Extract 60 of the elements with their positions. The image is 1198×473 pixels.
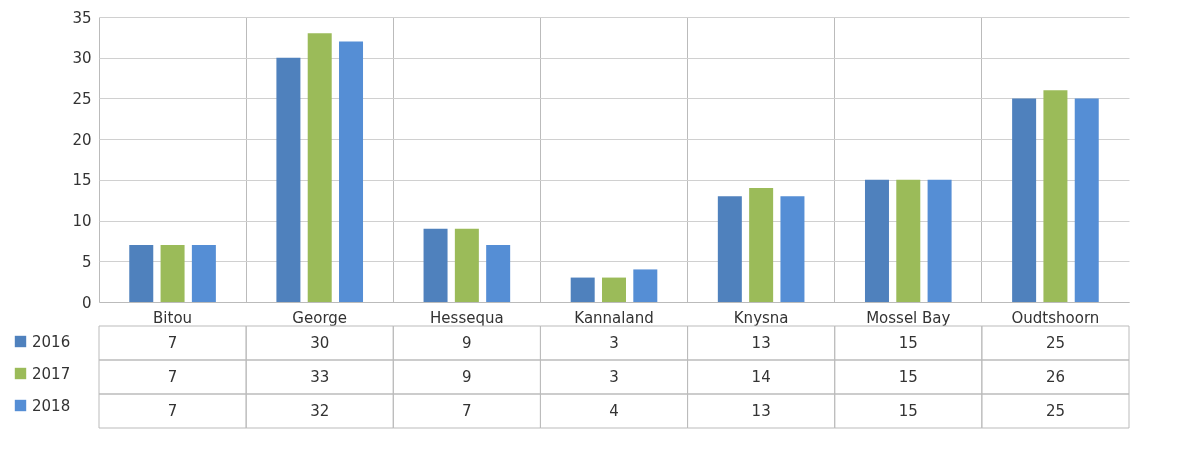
y-tick-label: 0 [81,293,92,312]
data-label: 15 [898,402,918,420]
x-tick-label: Oudtshoorn [1011,308,1100,327]
y-tick-label: 15 [72,171,92,190]
x-tick-label: Knysna [733,308,789,327]
data-label: 25 [1045,402,1065,420]
x-tick-label: Hessequa [430,308,504,327]
bar [160,245,185,302]
bar [129,245,154,302]
data-label: 15 [898,334,918,352]
legend-label: 2018 [32,396,71,415]
bar [780,196,805,302]
bar [339,41,364,302]
bar [423,228,448,302]
bar [749,188,774,302]
bar [864,179,889,302]
y-tick-label: 20 [72,130,92,149]
data-label: 7 [167,402,178,420]
bar [602,277,626,302]
data-label: 13 [751,402,771,420]
data-label: 26 [1045,368,1065,386]
bar [927,179,952,302]
bar [191,245,216,302]
x-tick-label: Mossel Bay [866,308,951,327]
bar [570,277,595,302]
data-label: 3 [609,334,619,352]
y-tick-label: 10 [72,212,92,231]
bar [276,57,301,302]
legend-label: 2016 [32,332,71,351]
y-tick-label: 35 [72,8,92,27]
bar [486,245,511,302]
y-tick-label: 30 [72,49,92,68]
legend-label: 2017 [32,364,71,383]
data-label: 9 [462,334,472,352]
data-label: 14 [751,368,771,386]
data-label: 15 [898,368,918,386]
data-label: 32 [310,402,330,420]
y-tick-label: 5 [81,252,92,271]
data-label: 13 [751,334,771,352]
data-label: 7 [167,368,178,386]
data-label: 3 [609,368,619,386]
data-label: 30 [310,334,330,352]
data-label: 4 [609,402,619,420]
bar [896,179,921,302]
bar [1043,90,1068,302]
bar [307,33,332,302]
bar [1012,98,1037,302]
data-label: 9 [462,368,472,386]
bar [717,196,742,302]
x-tick-label: Kannaland [574,308,654,327]
x-tick-label: George [292,308,348,327]
bar [454,228,479,302]
data-label: 7 [462,402,472,420]
x-tick-label: Bitou [153,308,193,327]
bar [633,269,658,302]
data-label: 33 [310,368,330,386]
y-tick-label: 25 [72,89,92,108]
bar [1074,98,1099,302]
data-label: 25 [1045,334,1065,352]
data-label: 7 [167,334,178,352]
